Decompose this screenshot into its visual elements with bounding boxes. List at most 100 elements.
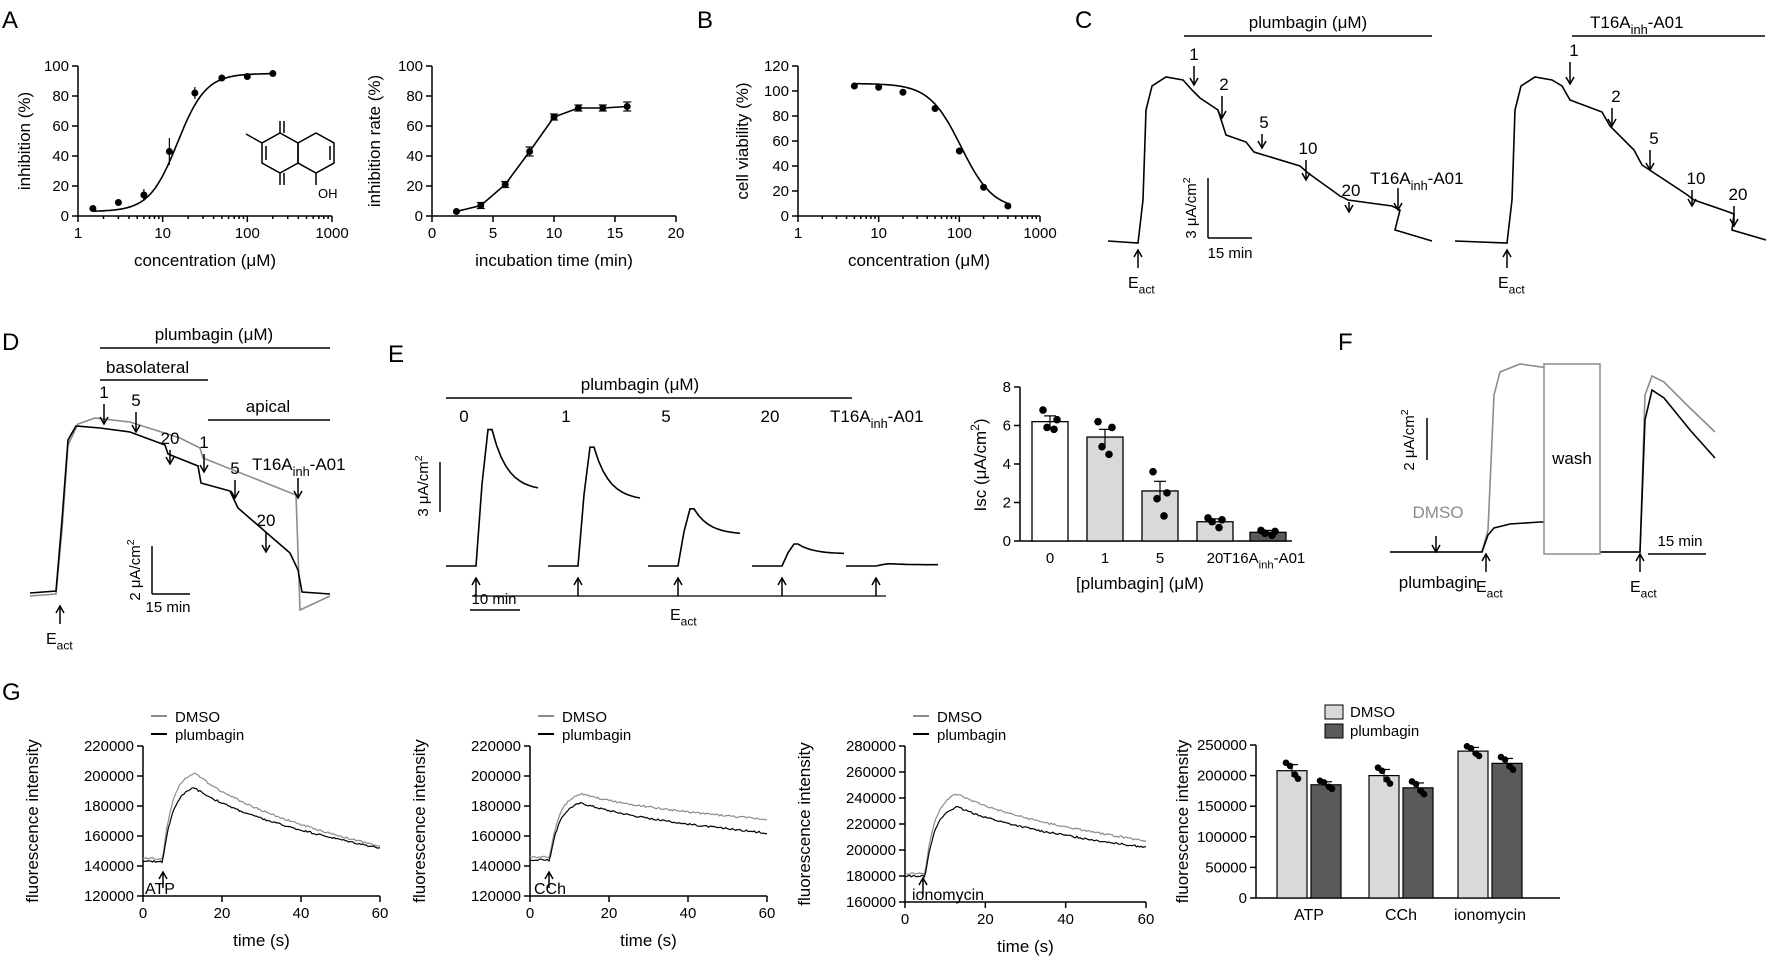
data-point (1215, 523, 1223, 532)
data-point (218, 74, 226, 82)
data-point (1208, 517, 1216, 526)
eact-label-right: Eact (1498, 275, 1525, 297)
data-point (1467, 744, 1475, 752)
data-point (269, 70, 277, 77)
bar-DMSO (1368, 774, 1400, 899)
data-point (1383, 776, 1391, 783)
x-axis-label: time (s) (620, 931, 677, 950)
panel-label-e: E (388, 341, 404, 368)
data-point (1153, 494, 1161, 503)
condition-trace (752, 543, 845, 567)
y-tick-label: 180000 (846, 868, 896, 885)
data-point (243, 73, 251, 80)
legend-label: plumbagin (562, 727, 631, 744)
x-tick-label: 10 (546, 225, 563, 242)
x-axis-label: time (s) (997, 937, 1054, 956)
eact-arrow-head (673, 576, 683, 586)
trace-dmso-rewash (1598, 374, 1716, 553)
data-point (1291, 771, 1299, 778)
condition-label: 0 (459, 407, 468, 426)
data-point (501, 181, 509, 188)
y-tick-label: 150000 (1197, 798, 1247, 815)
data-point (875, 83, 883, 91)
plumbagin-label: plumbagin (1399, 573, 1477, 592)
y-tick-label: 20 (772, 183, 789, 200)
data-point (114, 199, 122, 206)
y-tick-label: 200000 (846, 842, 896, 859)
data-point (850, 82, 858, 90)
t16a-label-right: T16Ainh-A01 (1590, 13, 1684, 37)
trace-plumbagin (29, 425, 331, 595)
data-point (1501, 756, 1509, 763)
y-axis-label: inhibition rate (%) (365, 75, 384, 207)
dose-label: 1 (1569, 41, 1578, 60)
data-point (1506, 763, 1514, 770)
x-tick-label: 15 (607, 225, 624, 242)
dose-arrow-head (1217, 110, 1227, 120)
y-tick-label: 220000 (84, 738, 134, 755)
chart-g1: 0 20 40 60 120000 140000 160000 180000 200000 220… (23, 709, 388, 950)
dose-arrow-head (1301, 172, 1311, 182)
y-tick-label: 180000 (84, 798, 134, 815)
x-tick-label: 0 (901, 911, 909, 928)
data-point (955, 147, 963, 155)
scale-x-label: 15 min (1657, 533, 1702, 550)
legend-label: plumbagin (937, 727, 1006, 744)
chart-a1: 1 10 100 1000 0 20 40 60 80 100 concentration (μM)… (15, 58, 349, 270)
y-tick-label: 200000 (84, 768, 134, 785)
stimulus-label: CCh (534, 881, 566, 898)
eact-label-2: Eact (1630, 579, 1657, 601)
x-axis-label: time (s) (233, 931, 290, 950)
condition-label: 5 (661, 407, 670, 426)
legend-label: DMSO (937, 709, 982, 726)
legend-label: plumbagin (175, 727, 244, 744)
chart-g4: 0 50000 100000 150000 200000 250000 fluorescen… (1173, 704, 1560, 924)
t16a-label-left: T16Ainh-A01 (1370, 169, 1464, 193)
x-tick-label: 60 (372, 905, 389, 922)
dose-label: 20 (1729, 185, 1748, 204)
dose-label: 5 (1649, 129, 1658, 148)
data-point (931, 105, 939, 112)
scale-x-label: 15 min (1207, 245, 1252, 262)
eact-label: Eact (46, 631, 73, 653)
chart-g3: 0 20 40 60 160000 180000 200000 220000 240000 260… (795, 709, 1154, 956)
eact-arrow-left-head (1133, 248, 1143, 258)
legend-label: plumbagin (1350, 723, 1419, 740)
x-tick-label: 1000 (315, 225, 348, 242)
data-point (1160, 512, 1168, 520)
plumbagin-label: plumbagin (μM) (155, 325, 273, 344)
basolateral-label: basolateral (106, 358, 189, 377)
condition-label: 1 (561, 407, 570, 426)
x-tick-label: 10 (154, 225, 171, 242)
x-tick-label: ionomycin (1454, 907, 1526, 924)
data-point (574, 104, 582, 112)
chart-a2: 0 5 10 15 20 0 20 40 60 80 100 incubation time (min… (365, 58, 684, 270)
dmso-label: DMSO (1413, 503, 1464, 522)
x-tick-label: 20 (1207, 550, 1224, 567)
y-tick-label: 200000 (471, 768, 521, 785)
condition-trace (846, 563, 938, 567)
x-tick-label: 1 (794, 225, 802, 242)
data-point (140, 191, 148, 199)
dose-arrow-head (1257, 140, 1267, 150)
scale-y-label: 3 μA/cm2 (1181, 177, 1200, 238)
y-tick-label: 6 (1003, 418, 1011, 435)
chart-e1: plumbagin (μM) 0 1 5 20 T16Ainh-A01 Eact 3 μA/c… (413, 375, 938, 629)
x-tick-label: 20 (977, 911, 994, 928)
y-axis-label: Isc (μA/cm2) (968, 419, 990, 512)
data-point (1149, 467, 1157, 476)
series-plumbagin (142, 787, 381, 864)
data-point (1105, 450, 1113, 459)
y-tick-label: 80 (406, 88, 423, 105)
y-tick-label: 280000 (846, 738, 896, 755)
y-tick-label: 80 (772, 108, 789, 125)
y-tick-label: 40 (52, 148, 69, 165)
condition-trace (446, 428, 539, 567)
y-tick-label: 100 (764, 83, 789, 100)
y-tick-label: 140000 (471, 858, 521, 875)
legend-label: DMSO (1350, 704, 1395, 721)
data-point (1039, 406, 1047, 414)
scale-y-label: 2 μA/cm2 (125, 539, 144, 600)
dose-label: 20 (257, 511, 276, 530)
